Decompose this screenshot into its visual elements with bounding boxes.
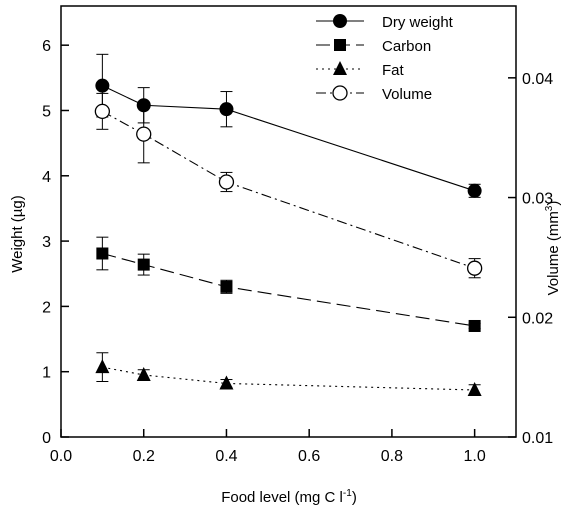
data-point (220, 280, 233, 293)
y2-tick-label: 0.04 (522, 71, 553, 88)
legend-entry: Fat (382, 62, 405, 79)
data-point (219, 102, 234, 117)
series-line (102, 366, 475, 391)
y2-axis-label: Volume (mm3) (544, 201, 562, 296)
data-point (218, 174, 235, 190)
legend-entry: Carbon (382, 38, 431, 55)
x-tick-label: 1.0 (464, 448, 486, 465)
y-tick-label: 1 (42, 365, 51, 382)
data-point (95, 78, 110, 93)
series-fat (95, 352, 482, 396)
y2-tick-label: 0.02 (522, 310, 553, 327)
series-layer (94, 53, 483, 396)
x-axis: 0.0 0.2 0.4 0.6 0.8 1.0 (50, 429, 486, 465)
data-point (95, 359, 110, 374)
x-tick-label: 0.4 (215, 448, 237, 465)
data-point (468, 319, 481, 332)
data-point (466, 260, 483, 276)
series-volume (94, 92, 483, 279)
y-tick-label: 6 (42, 38, 51, 55)
y-tick-label: 4 (42, 169, 51, 186)
y-tick-label: 2 (42, 299, 51, 316)
x-tick-label: 0.6 (298, 448, 320, 465)
y-axis-label: Weight (µg) (9, 195, 26, 273)
y-axis-left: 0 1 2 3 4 5 6 (42, 38, 69, 447)
legend-marker (334, 39, 346, 51)
legend-marker (332, 85, 348, 101)
plot-area (60, 5, 517, 438)
data-point (137, 258, 150, 271)
data-point (467, 183, 482, 198)
data-point (219, 375, 234, 390)
data-point (94, 103, 111, 120)
x-tick-label: 0.8 (381, 448, 403, 465)
data-point (96, 247, 109, 260)
plot-frame (60, 5, 517, 438)
y2-tick-label: 0.03 (522, 191, 553, 208)
data-point (467, 381, 482, 396)
data-point (136, 126, 152, 142)
x-tick-label: 0.2 (133, 448, 155, 465)
legend: Dry weight Carbon Fat Volume (316, 14, 454, 103)
y-tick-label: 0 (42, 430, 51, 447)
series-dry-weight (95, 53, 482, 198)
legend-marker (333, 14, 347, 28)
y-tick-label: 3 (42, 234, 51, 251)
legend-entry: Volume (382, 86, 432, 103)
x-axis-label: Food level (mg C l-1) (221, 488, 357, 506)
series-carbon (96, 236, 481, 332)
y2-tick-label: 0.01 (522, 430, 553, 447)
x-tick-label: 0.0 (50, 448, 72, 465)
legend-entry: Dry weight (382, 14, 454, 31)
y-tick-label: 5 (42, 103, 51, 120)
series-line (102, 252, 475, 327)
y-axis-right: 0.01 0.02 0.03 0.04 (508, 71, 553, 447)
series-line (102, 110, 475, 269)
legend-marker (333, 61, 347, 75)
data-point (136, 366, 151, 381)
series-line (102, 85, 475, 192)
